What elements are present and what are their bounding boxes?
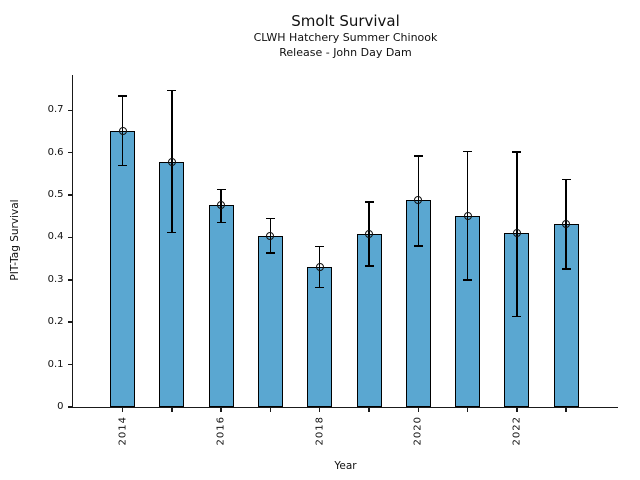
point-marker-2017 bbox=[266, 231, 275, 240]
y-tick-mark bbox=[67, 406, 72, 408]
bar-2017 bbox=[257, 235, 283, 408]
error-cap-low-2017 bbox=[265, 252, 275, 254]
error-cap-high-2018 bbox=[315, 245, 325, 247]
point-marker-2023 bbox=[562, 219, 571, 228]
x-tick-label-2022: 2022 bbox=[511, 415, 523, 445]
x-tick-mark bbox=[121, 408, 124, 412]
error-cap-low-2015 bbox=[167, 231, 177, 234]
bar-2018 bbox=[307, 266, 333, 408]
error-cap-low-2023 bbox=[561, 268, 571, 270]
x-tick-mark bbox=[466, 408, 469, 412]
point-marker-2021 bbox=[463, 211, 472, 220]
point-marker-2014 bbox=[118, 126, 127, 135]
x-tick-mark bbox=[565, 408, 567, 412]
y-tick-label: 0.3 bbox=[47, 273, 64, 285]
x-tick-mark bbox=[269, 408, 272, 412]
error-cap-low-2021 bbox=[463, 279, 473, 281]
x-tick-mark bbox=[318, 408, 321, 412]
y-tick-mark bbox=[67, 151, 72, 154]
y-axis-label: PIT-Tag Survival bbox=[9, 199, 21, 281]
error-cap-high-2019 bbox=[364, 201, 374, 203]
error-cap-high-2022 bbox=[512, 151, 522, 153]
y-tick-label: 0.4 bbox=[47, 231, 64, 243]
y-tick-mark bbox=[67, 279, 72, 281]
point-marker-2022 bbox=[512, 229, 521, 238]
y-tick-mark bbox=[67, 321, 72, 323]
error-cap-high-2017 bbox=[265, 217, 275, 220]
x-tick-label-2016: 2016 bbox=[215, 415, 227, 445]
error-cap-high-2014 bbox=[118, 95, 127, 97]
x-tick-mark bbox=[368, 408, 370, 412]
bar-2014 bbox=[110, 130, 135, 408]
error-cap-high-2016 bbox=[216, 188, 226, 191]
y-tick-mark bbox=[67, 194, 72, 196]
y-tick-label: 0 bbox=[57, 401, 64, 412]
y-axis-spine bbox=[71, 75, 73, 408]
error-cap-high-2020 bbox=[413, 155, 423, 157]
x-axis-label: Year bbox=[334, 460, 357, 472]
x-tick-label-2014: 2014 bbox=[117, 415, 128, 445]
error-cap-high-2023 bbox=[561, 178, 571, 181]
y-tick-label: 0.2 bbox=[47, 316, 64, 328]
y-tick-mark bbox=[67, 363, 72, 366]
error-cap-low-2018 bbox=[315, 286, 325, 289]
bar-2023 bbox=[553, 223, 579, 408]
x-tick-mark bbox=[171, 408, 173, 412]
point-marker-2018 bbox=[315, 262, 324, 271]
error-cap-high-2021 bbox=[463, 150, 473, 153]
chart-subtitle-line2: Release - John Day Dam bbox=[279, 46, 412, 59]
bar-2015 bbox=[159, 162, 185, 408]
x-tick-mark bbox=[417, 408, 420, 412]
error-cap-low-2022 bbox=[512, 315, 522, 318]
y-tick-mark bbox=[67, 236, 72, 239]
x-tick-mark bbox=[220, 408, 222, 412]
y-tick-label: 0.6 bbox=[47, 146, 64, 158]
error-cap-low-2016 bbox=[216, 221, 226, 224]
point-marker-2015 bbox=[167, 158, 176, 167]
y-tick-mark bbox=[67, 109, 72, 111]
y-tick-label: 0.5 bbox=[47, 189, 64, 201]
point-marker-2019 bbox=[365, 229, 373, 238]
x-tick-label-2018: 2018 bbox=[314, 415, 326, 445]
x-tick-mark bbox=[516, 408, 518, 412]
error-cap-low-2014 bbox=[118, 164, 127, 167]
point-marker-2020 bbox=[414, 195, 423, 204]
error-cap-low-2020 bbox=[413, 245, 423, 247]
y-tick-label: 0.1 bbox=[47, 358, 64, 370]
point-marker-2016 bbox=[217, 201, 226, 210]
x-tick-label-2020: 2020 bbox=[412, 415, 424, 445]
x-axis-spine bbox=[71, 406, 618, 408]
bar-2016 bbox=[208, 205, 234, 408]
error-cap-low-2019 bbox=[364, 265, 374, 267]
y-tick-label: 0.7 bbox=[47, 104, 64, 116]
error-cap-high-2015 bbox=[167, 89, 177, 92]
chart-subtitle-line1: CLWH Hatchery Summer Chinook bbox=[253, 31, 438, 44]
chart-title: Smolt Survival bbox=[291, 12, 400, 30]
